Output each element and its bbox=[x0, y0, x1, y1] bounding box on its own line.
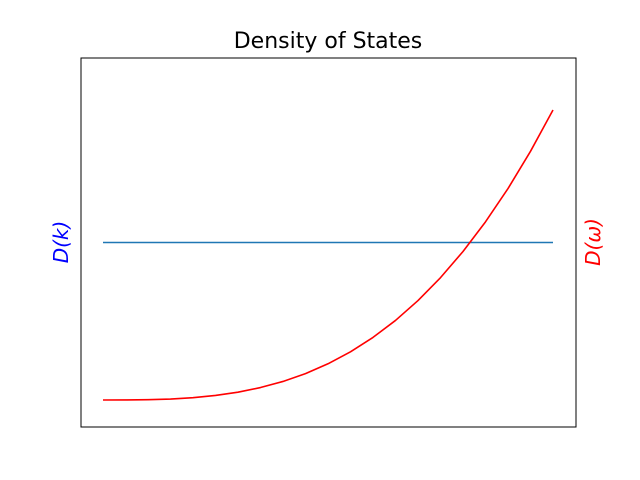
series-line-domega bbox=[102, 109, 554, 401]
series-layer bbox=[102, 109, 554, 401]
right-y-axis-label: D(ω) bbox=[581, 218, 605, 266]
chart-title: Density of States bbox=[234, 29, 423, 54]
left-y-axis-label: D(k) bbox=[49, 221, 73, 264]
plot-frame bbox=[80, 57, 577, 428]
